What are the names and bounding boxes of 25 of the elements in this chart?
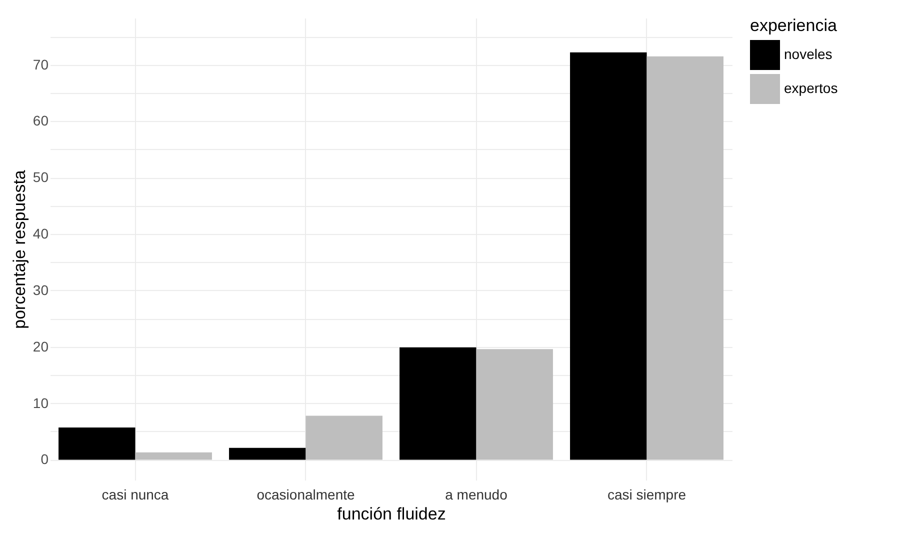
x-axis-title: función fluidez	[337, 504, 446, 524]
bar	[646, 56, 724, 460]
x-tick-label: casi nunca	[102, 486, 169, 502]
bar	[58, 428, 136, 460]
y-tick-label: 10	[32, 394, 49, 411]
bar	[306, 416, 382, 460]
x-tick-label: ocasionalmente	[256, 486, 355, 502]
bar	[400, 347, 476, 460]
y-axis-title: porcentaje respuesta	[10, 170, 29, 329]
y-tick-label: 50	[32, 169, 49, 186]
legend-title: experiencia	[750, 16, 838, 35]
bar	[135, 452, 212, 460]
legend-label: expertos	[784, 80, 838, 96]
bar	[476, 349, 553, 460]
y-tick-label: 30	[32, 282, 49, 298]
x-tick-label: casi siempre	[607, 486, 686, 502]
x-tick-label: a menudo	[445, 486, 508, 502]
y-tick-label: 60	[32, 112, 49, 129]
y-tick-label: 70	[32, 56, 49, 72]
y-tick-label: 20	[32, 338, 49, 354]
bar	[229, 448, 306, 460]
y-tick-label: 40	[32, 226, 49, 242]
bar	[570, 52, 647, 460]
legend-label: noveles	[784, 46, 832, 62]
y-tick-label: 0	[40, 451, 49, 468]
